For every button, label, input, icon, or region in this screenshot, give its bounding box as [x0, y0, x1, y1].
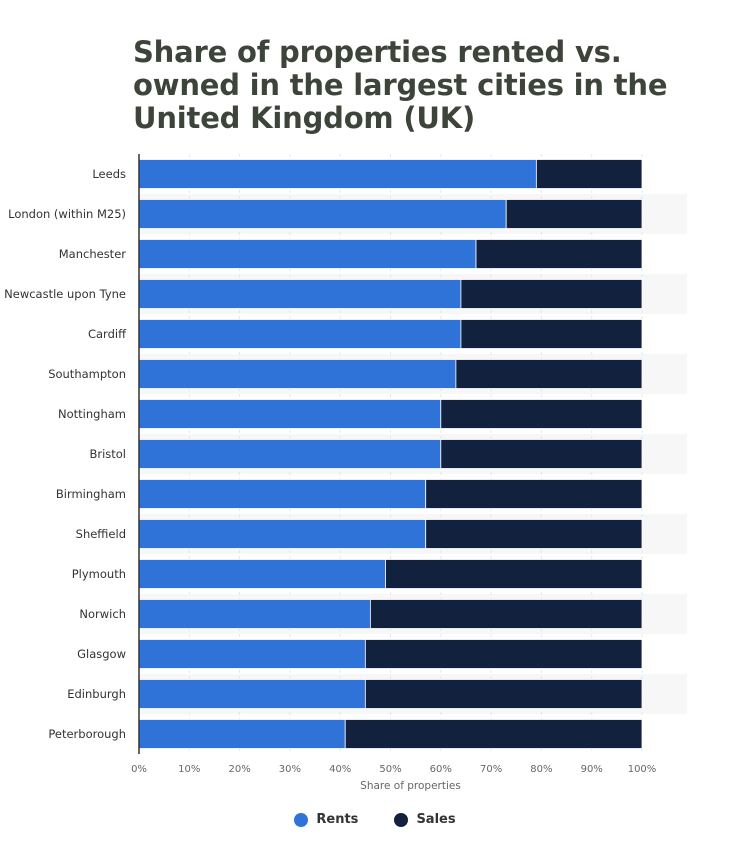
bar-sales-peterborough: [344, 719, 643, 749]
category-label: Plymouth: [72, 567, 126, 581]
category-label: Glasgow: [77, 647, 126, 661]
bar-rents-sheffield: [138, 519, 427, 549]
category-label: Norwich: [79, 607, 126, 621]
bar-sales-bristol: [440, 439, 643, 469]
bar-rents-birmingham: [138, 479, 427, 509]
x-tick-label: 20%: [228, 764, 250, 775]
bar-rents-peterborough: [138, 719, 346, 749]
legend-label-sales: Sales: [416, 812, 456, 827]
x-tick-label: 100%: [628, 764, 657, 775]
bar-sales-plymouth: [385, 559, 643, 589]
category-label: Manchester: [59, 247, 127, 261]
category-label: Newcastle upon Tyne: [4, 287, 126, 301]
x-tick-label: 80%: [530, 764, 552, 775]
bar-sales-london-within-m25: [505, 199, 643, 229]
bar-sales-edinburgh: [364, 679, 643, 709]
category-label: Leeds: [92, 167, 126, 181]
bar-rents-edinburgh: [138, 679, 366, 709]
category-label: Nottingham: [58, 407, 126, 421]
category-label: Sheffield: [76, 527, 126, 541]
chart-legend: Rents Sales: [0, 812, 750, 827]
category-label: Peterborough: [48, 727, 126, 741]
legend-item-sales[interactable]: Sales: [394, 812, 456, 827]
bar-rents-manchester: [138, 239, 477, 269]
x-axis-title: Share of properties: [360, 780, 461, 792]
bar-sales-newcastle-upon-tyne: [460, 279, 643, 309]
bar-sales-manchester: [475, 239, 643, 269]
x-tick-label: 60%: [430, 764, 452, 775]
bar-sales-glasgow: [364, 639, 643, 669]
x-tick-label: 10%: [178, 764, 200, 775]
category-label: Birmingham: [56, 487, 126, 501]
bar-rents-norwich: [138, 599, 371, 629]
legend-item-rents[interactable]: Rents: [294, 812, 358, 827]
bar-rents-london-within-m25: [138, 199, 507, 229]
category-label: Cardiff: [88, 327, 127, 341]
legend-swatch-rents: [294, 812, 309, 827]
x-tick-label: 70%: [480, 764, 502, 775]
x-tick-label: 50%: [379, 764, 401, 775]
bar-sales-leeds: [535, 159, 643, 189]
bar-sales-sheffield: [425, 519, 643, 549]
x-tick-label: 0%: [131, 764, 147, 775]
bar-sales-cardiff: [460, 319, 643, 349]
x-tick-label: 30%: [279, 764, 301, 775]
category-label: Southampton: [48, 367, 126, 381]
x-tick-label: 40%: [329, 764, 351, 775]
bar-rents-glasgow: [138, 639, 366, 669]
bar-rents-newcastle-upon-tyne: [138, 279, 462, 309]
bar-chart: Leeds London (within M25) Manchester Newcas…: [4, 154, 687, 792]
bar-rents-leeds: [138, 159, 537, 189]
bar-sales-southampton: [455, 359, 643, 389]
bar-rents-plymouth: [138, 559, 386, 589]
legend-swatch-sales: [394, 812, 409, 827]
chart-title: Share of properties rented vs. owned in …: [133, 35, 668, 135]
category-label: Bristol: [89, 447, 126, 461]
bar-rents-cardiff: [138, 319, 462, 349]
bar-rents-nottingham: [138, 399, 442, 429]
bar-sales-norwich: [369, 599, 643, 629]
bar-sales-nottingham: [440, 399, 643, 429]
bar-rents-southampton: [138, 359, 457, 389]
legend-label-rents: Rents: [316, 812, 359, 827]
x-tick-label: 90%: [581, 764, 603, 775]
category-label: London (within M25): [8, 207, 126, 221]
category-label: Edinburgh: [67, 687, 126, 701]
bar-sales-birmingham: [425, 479, 643, 509]
bar-rents-bristol: [138, 439, 442, 469]
